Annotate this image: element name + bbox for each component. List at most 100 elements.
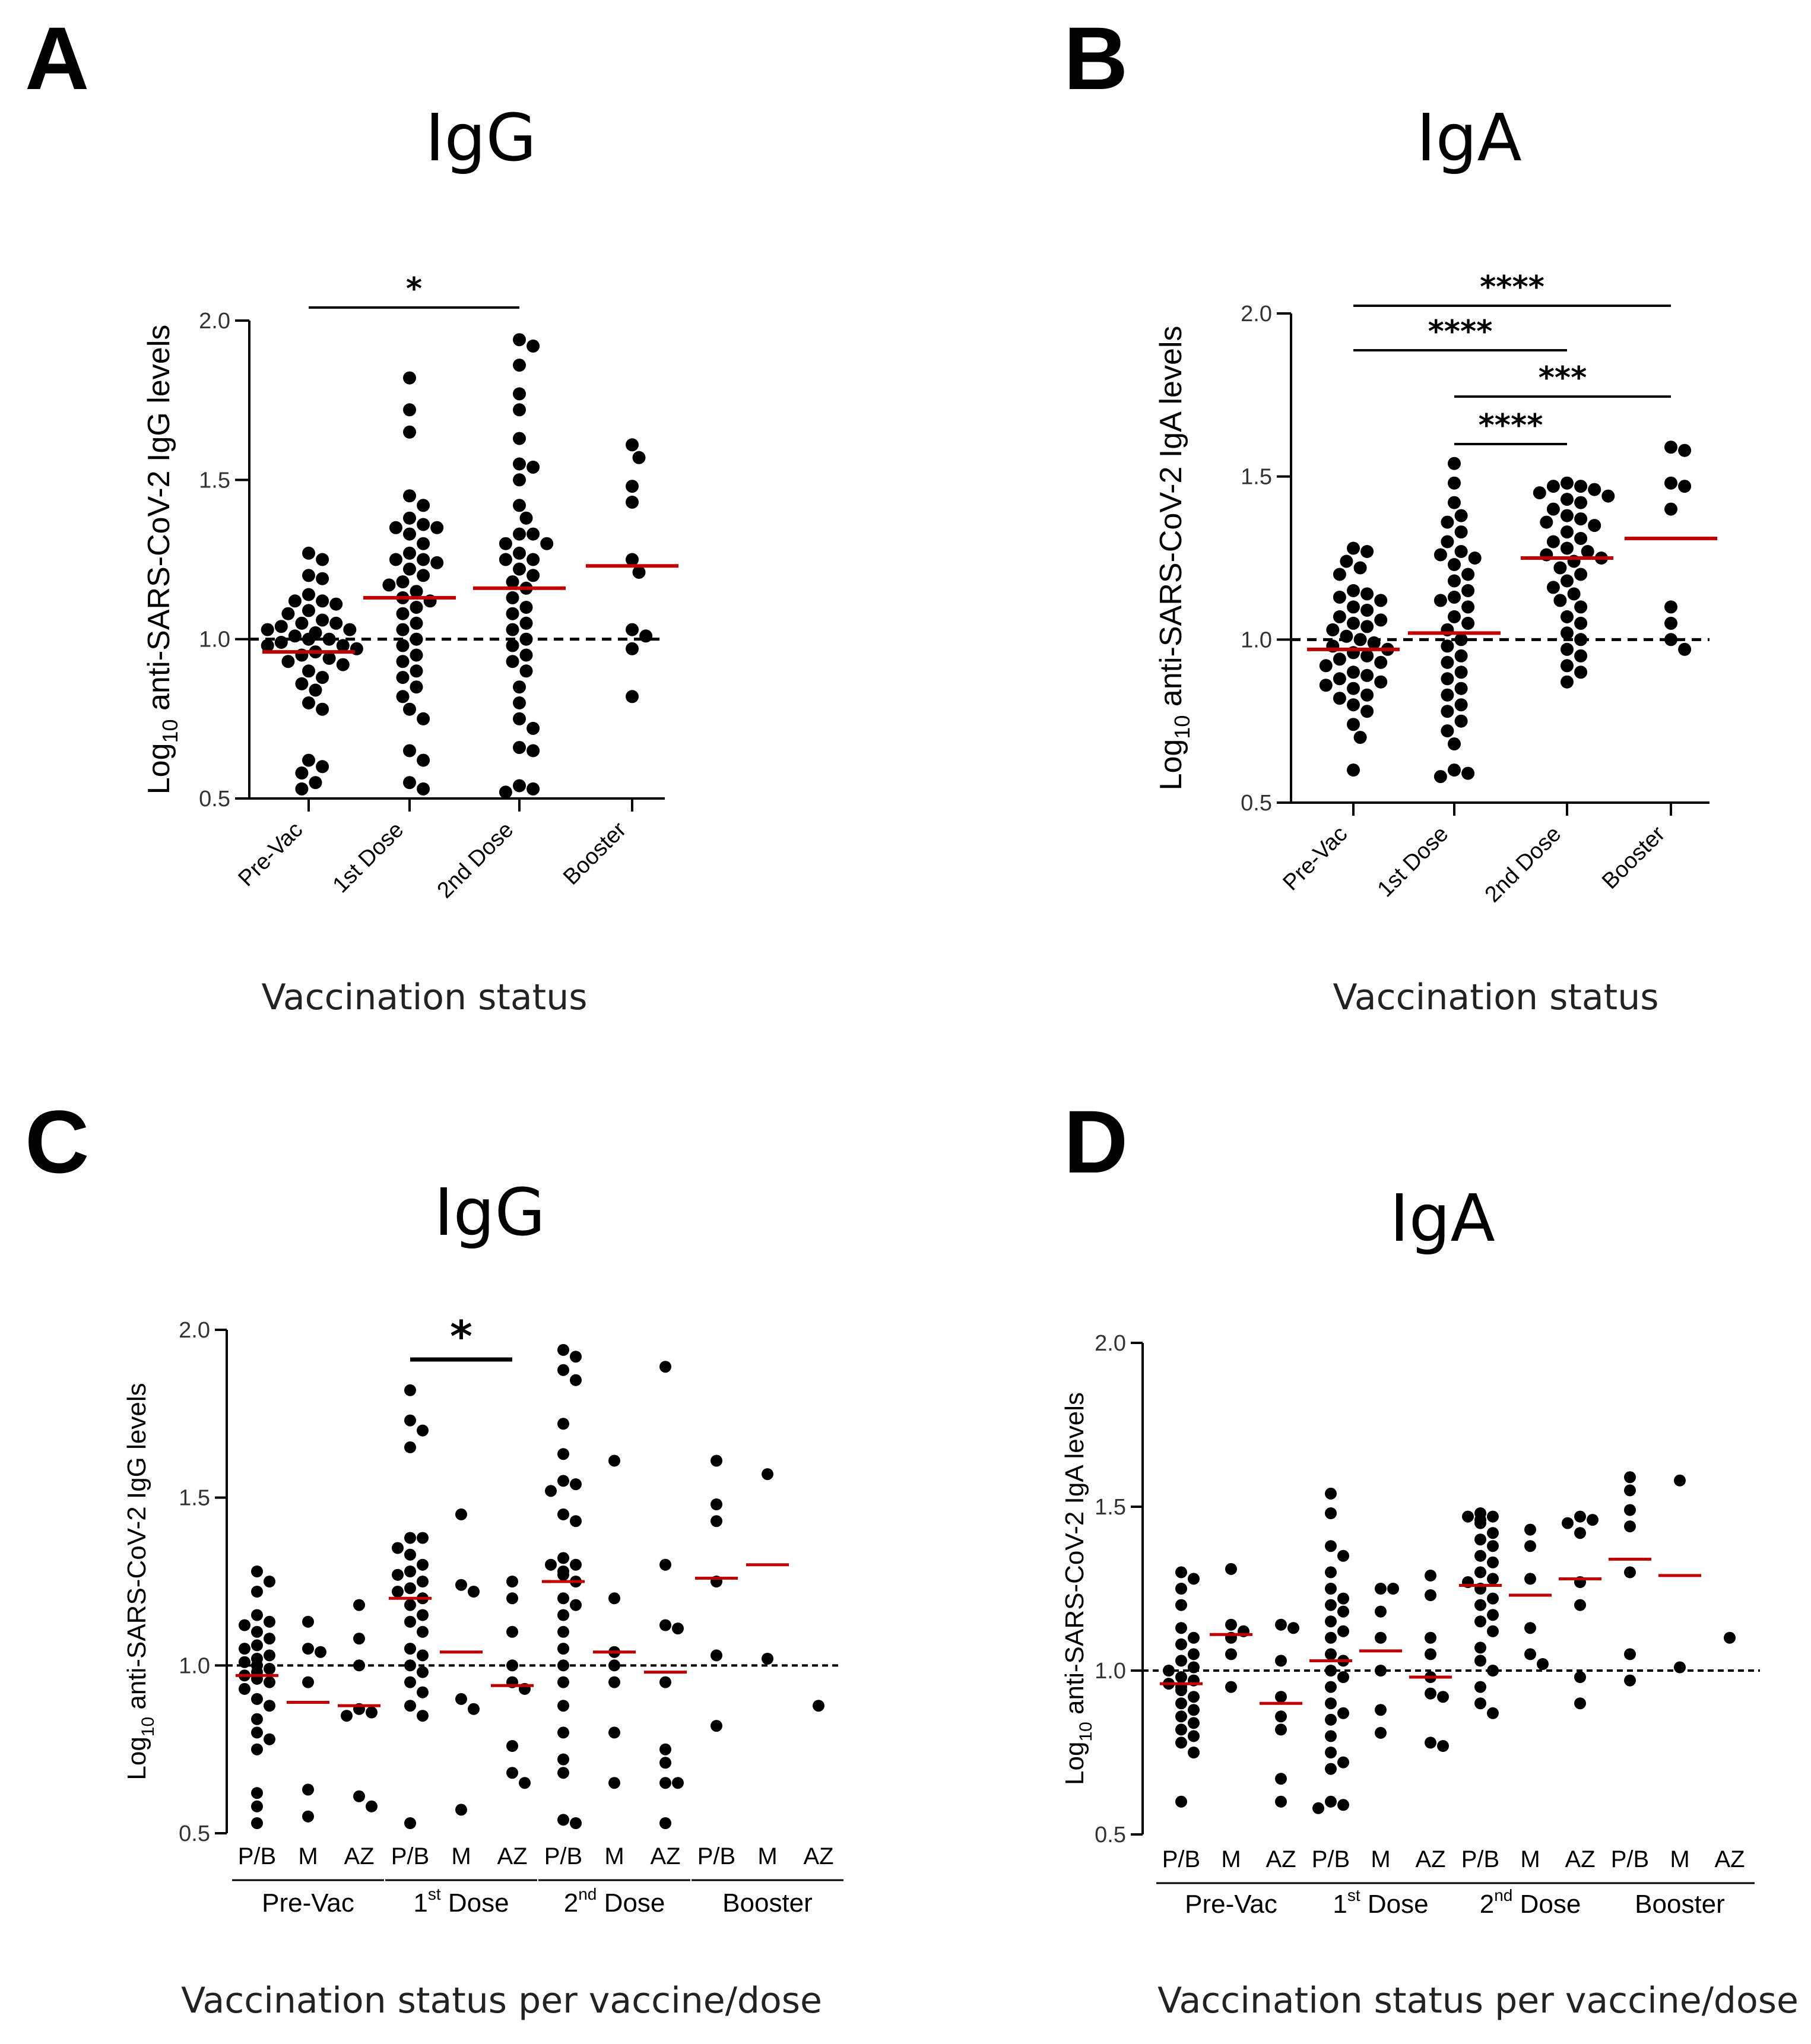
y-tick-label: 1.5 [199,468,230,493]
data-point [1461,616,1475,630]
data-point [251,1713,263,1725]
data-point [1561,610,1574,623]
data-point [1561,675,1574,689]
data-point [261,623,274,636]
data-point [403,371,416,385]
data-point [1175,1710,1187,1723]
data-point [302,696,315,709]
data-point [1487,1573,1499,1585]
group-label: Pre-Vac [262,1888,354,1918]
data-point [499,785,512,799]
data-point [1353,561,1367,575]
data-point [1468,552,1482,565]
y-tick-label: 1.5 [179,1486,210,1511]
data-point [1188,1730,1200,1742]
data-point [570,1351,582,1363]
data-point [659,1757,671,1769]
data-point [1425,1589,1436,1601]
data-point [762,1653,773,1665]
data-point [417,1710,429,1722]
vaccine-label: M [1371,1846,1390,1872]
vaccine-label: AZ [497,1843,527,1869]
data-point [1524,1523,1536,1536]
group-label-main: Booster [1635,1890,1725,1919]
data-point [404,1643,416,1655]
data-point [1574,480,1588,493]
data-point [1333,652,1346,666]
group-label: 1st Dose [413,1885,509,1918]
data-point [366,1800,378,1812]
vaccine-label: AZ [803,1843,833,1869]
group-label-main: Pre-Vac [262,1888,354,1918]
data-point [329,616,343,630]
data-point [1674,1661,1686,1674]
data-point [513,359,526,372]
data-point [1574,600,1588,614]
data-point [608,1777,620,1789]
data-point [506,575,519,589]
data-point [392,1542,404,1554]
panel-D: D IgA Log10 anti-SARS-CoV-2 IgA levels 0.5 1… [1060,1092,1799,2021]
data-point [1337,1756,1349,1769]
data-point [1664,502,1677,516]
data-point [1347,600,1360,614]
group-label-rest: Dose [441,1888,509,1918]
data-point [1225,1563,1237,1575]
data-point [239,1656,250,1668]
group-label-main: 1 [413,1888,427,1918]
data-point [1326,623,1340,636]
vaccine-label: P/B [1312,1846,1350,1872]
data-point [626,623,639,636]
panel-A: A IgG Log10 anti-SARS-CoV-2 IgG levels 0.5 1… [25,8,678,1018]
data-point [557,1568,569,1581]
data-point [1487,1510,1499,1523]
data-point [1337,1592,1349,1605]
data-point [1567,587,1581,601]
data-point [1588,483,1601,496]
vaccine-label: P/B [391,1843,429,1869]
data-point [239,1643,250,1655]
data-point [1319,679,1333,692]
data-point [608,1592,620,1605]
data-point [417,712,430,725]
data-point [468,1586,480,1598]
data-point [513,741,526,755]
data-point [1448,590,1461,604]
data-point [506,1592,518,1605]
data-point [251,1639,263,1652]
data-point [527,339,540,353]
y-tick-label: 1.0 [199,628,230,652]
data-point [1375,1665,1387,1677]
data-point [404,1615,416,1628]
data-point [1553,594,1567,607]
significance-label: * [450,1311,472,1361]
data-point [1275,1723,1287,1736]
y-tick-label: 2.0 [199,309,230,334]
data-point [353,1599,365,1611]
panel-letter: A [25,8,89,108]
y-tick-label: 1.0 [179,1653,210,1678]
data-point [1588,519,1601,533]
data-point [410,632,423,646]
data-point [1360,545,1374,558]
data-point [1347,698,1360,712]
vaccine-label: P/B [238,1843,276,1869]
data-point [1524,1573,1536,1585]
data-point [288,629,302,643]
data-point [1287,1622,1299,1634]
data-point [1325,1681,1337,1693]
data-point [1225,1618,1237,1631]
data-point [1448,476,1461,490]
data-point [396,607,410,620]
data-point [1574,1510,1586,1523]
data-point [336,658,350,671]
data-point [1337,1707,1349,1719]
data-point [1678,443,1692,457]
data-point [1275,1795,1287,1808]
vaccine-label: M [757,1843,777,1869]
data-point [506,1576,518,1587]
data-point [1175,1795,1187,1808]
data-point [1374,675,1388,689]
data-point [513,680,526,694]
data-point [1425,1736,1436,1749]
